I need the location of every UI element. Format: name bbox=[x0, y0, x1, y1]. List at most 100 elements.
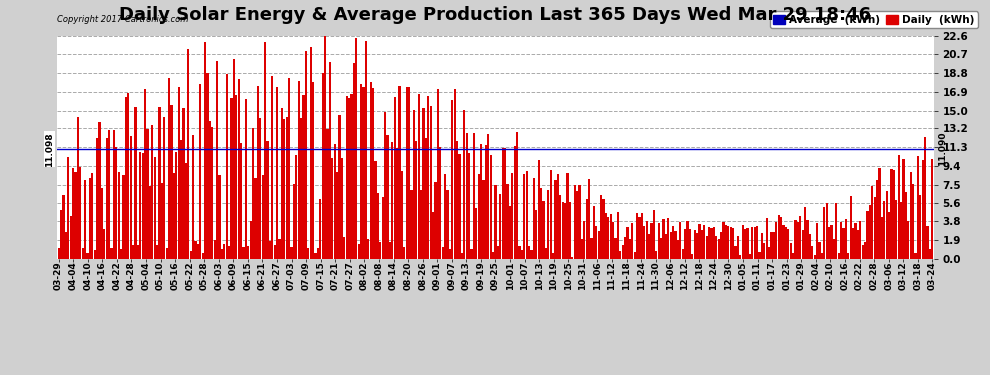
Text: 09-25: 09-25 bbox=[491, 261, 500, 290]
Text: 09-07: 09-07 bbox=[447, 261, 456, 290]
Bar bbox=[588, 180, 590, 259]
Bar bbox=[118, 172, 120, 259]
Bar bbox=[334, 144, 336, 259]
Bar bbox=[811, 246, 814, 259]
Bar bbox=[264, 42, 266, 259]
Bar bbox=[209, 120, 211, 259]
Bar bbox=[470, 249, 472, 259]
Bar bbox=[765, 218, 768, 259]
Bar bbox=[615, 238, 617, 259]
Bar bbox=[624, 237, 627, 259]
Bar bbox=[672, 226, 674, 259]
Bar bbox=[74, 172, 76, 259]
Bar bbox=[347, 98, 350, 259]
Bar bbox=[787, 228, 789, 259]
Bar bbox=[310, 47, 312, 259]
Text: 11.098: 11.098 bbox=[45, 132, 53, 166]
Bar bbox=[735, 246, 737, 259]
Bar bbox=[233, 59, 235, 259]
Bar bbox=[93, 250, 96, 259]
Bar bbox=[125, 97, 127, 259]
Bar bbox=[423, 108, 425, 259]
Bar bbox=[482, 180, 484, 259]
Bar bbox=[115, 147, 118, 259]
Bar bbox=[657, 223, 659, 259]
Bar bbox=[751, 226, 753, 259]
Bar bbox=[873, 197, 876, 259]
Bar bbox=[504, 148, 506, 259]
Bar bbox=[595, 226, 597, 259]
Bar bbox=[552, 253, 554, 259]
Bar bbox=[785, 227, 787, 259]
Bar bbox=[86, 252, 88, 259]
Bar bbox=[290, 247, 293, 259]
Bar bbox=[826, 203, 828, 259]
Bar bbox=[172, 173, 175, 259]
Bar bbox=[903, 159, 905, 259]
Bar bbox=[893, 171, 895, 259]
Text: 05-10: 05-10 bbox=[156, 261, 165, 290]
Text: 05-16: 05-16 bbox=[170, 261, 179, 290]
Bar bbox=[144, 88, 147, 259]
Bar bbox=[437, 89, 439, 259]
Text: 06-03: 06-03 bbox=[214, 261, 224, 290]
Text: 11-18: 11-18 bbox=[622, 261, 631, 290]
Bar bbox=[622, 245, 624, 259]
Bar bbox=[492, 252, 494, 259]
Bar bbox=[170, 105, 172, 259]
Bar bbox=[60, 210, 62, 259]
Bar bbox=[758, 252, 760, 259]
Text: 11-24: 11-24 bbox=[637, 261, 645, 290]
Text: 04-16: 04-16 bbox=[98, 261, 107, 290]
Bar bbox=[245, 99, 247, 259]
Text: 02-16: 02-16 bbox=[841, 261, 849, 290]
Bar bbox=[446, 190, 448, 259]
Text: 07-09: 07-09 bbox=[302, 261, 311, 290]
Bar bbox=[89, 177, 91, 259]
Bar bbox=[509, 206, 511, 259]
Bar bbox=[322, 73, 324, 259]
Text: 12-12: 12-12 bbox=[680, 261, 689, 290]
Text: 01-29: 01-29 bbox=[797, 261, 806, 290]
Text: 01-11: 01-11 bbox=[753, 261, 762, 290]
Bar bbox=[847, 253, 849, 259]
Bar bbox=[259, 118, 261, 259]
Bar bbox=[494, 185, 497, 259]
Bar bbox=[841, 222, 842, 259]
Bar bbox=[165, 248, 167, 259]
Bar bbox=[364, 41, 367, 259]
Bar bbox=[386, 135, 389, 259]
Bar bbox=[802, 230, 804, 259]
Bar bbox=[278, 239, 280, 259]
Bar bbox=[187, 49, 189, 259]
Bar bbox=[360, 84, 362, 259]
Bar bbox=[922, 160, 924, 259]
Bar bbox=[794, 220, 797, 259]
Bar bbox=[251, 128, 254, 259]
Bar bbox=[804, 207, 806, 259]
Bar bbox=[160, 183, 163, 259]
Bar bbox=[669, 232, 672, 259]
Bar bbox=[98, 122, 101, 259]
Bar bbox=[120, 249, 122, 259]
Bar bbox=[536, 210, 538, 259]
Bar bbox=[377, 193, 379, 259]
Bar bbox=[406, 87, 408, 259]
Bar bbox=[153, 157, 155, 259]
Text: 11.090: 11.090 bbox=[938, 132, 947, 166]
Text: 02-22: 02-22 bbox=[855, 261, 864, 290]
Bar bbox=[418, 94, 420, 259]
Bar bbox=[475, 207, 477, 259]
Bar bbox=[444, 174, 446, 259]
Text: 09-13: 09-13 bbox=[462, 261, 471, 290]
Bar bbox=[706, 237, 708, 259]
Bar bbox=[831, 225, 833, 259]
Bar bbox=[929, 249, 931, 259]
Bar bbox=[453, 89, 455, 259]
Bar bbox=[411, 190, 413, 259]
Bar bbox=[113, 130, 115, 259]
Bar bbox=[332, 158, 334, 259]
Bar bbox=[689, 229, 691, 259]
Bar bbox=[859, 221, 861, 259]
Bar bbox=[432, 212, 435, 259]
